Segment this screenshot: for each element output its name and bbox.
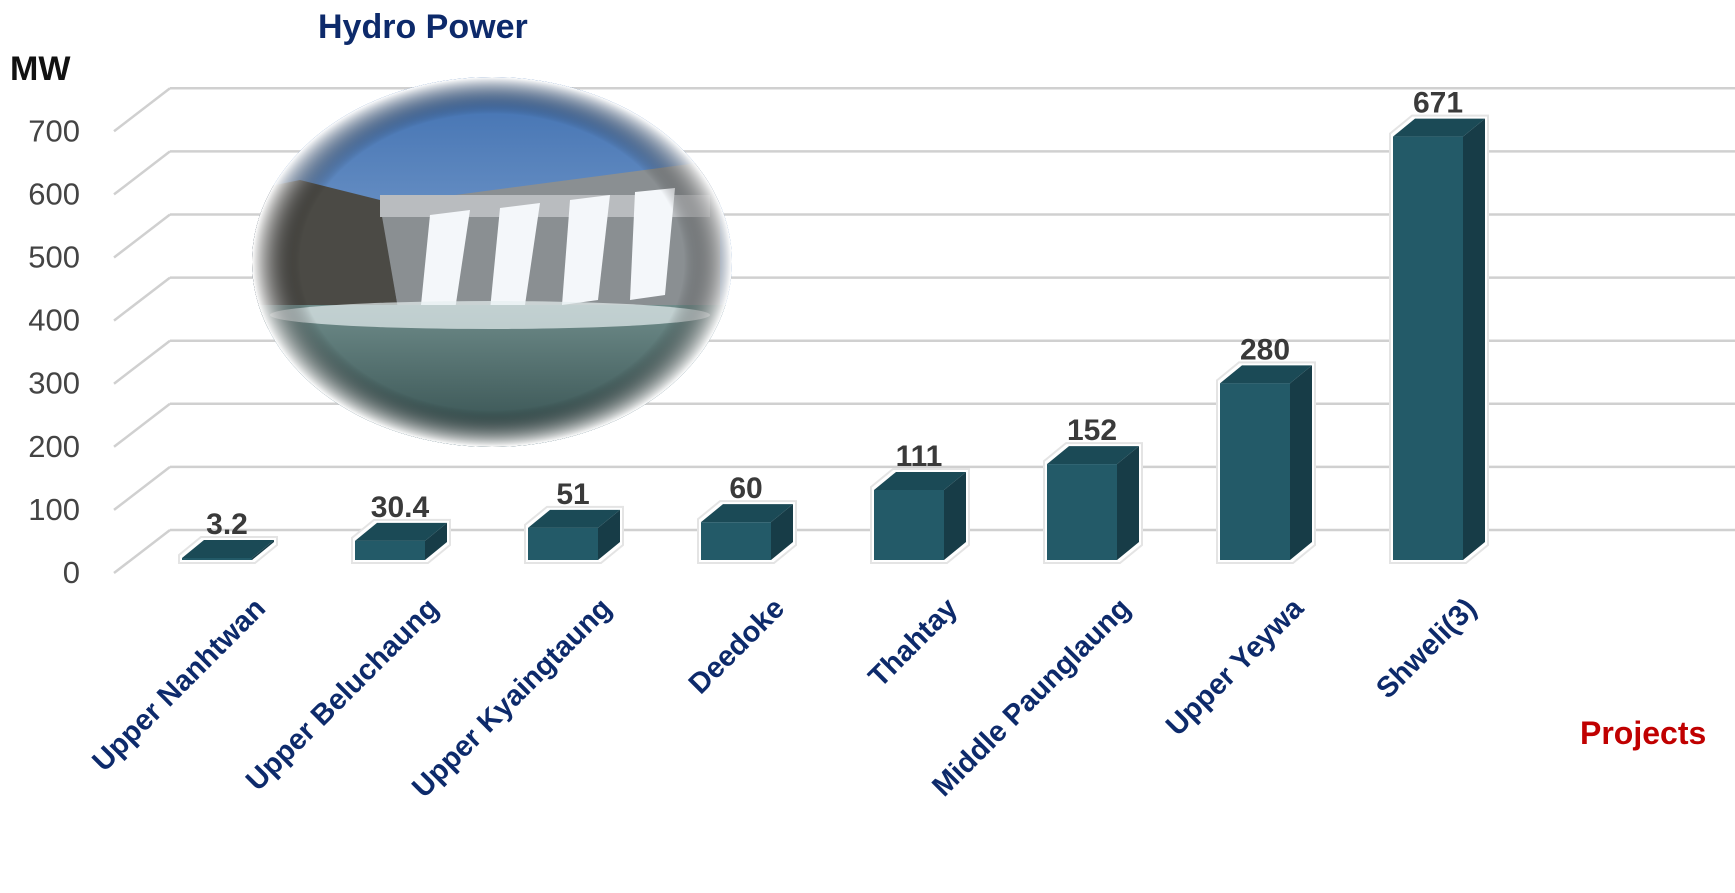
y-tick-label: 100 <box>28 492 80 527</box>
chart-title: Hydro Power <box>318 8 528 46</box>
bar-side <box>425 522 447 560</box>
bar-front <box>701 522 771 560</box>
gridline-depth <box>113 402 171 448</box>
bar-top <box>701 504 793 523</box>
bar: 30.4 <box>351 491 451 564</box>
x-tick-label: Deedoke <box>683 592 791 700</box>
gridline-depth <box>113 150 171 196</box>
y-tick-label: 300 <box>28 366 80 401</box>
x-tick-label: Shweli(3) <box>1370 592 1483 705</box>
bar-top <box>355 522 447 541</box>
data-label: 280 <box>1240 333 1290 366</box>
bar-side <box>252 539 274 560</box>
gridline-depth <box>113 339 171 385</box>
bar-top <box>1393 118 1485 137</box>
x-tick-label: Thahtay <box>863 592 964 693</box>
data-label: 30.4 <box>371 491 430 524</box>
data-label: 51 <box>556 478 589 511</box>
y-tick-label: 500 <box>28 240 80 275</box>
data-label: 60 <box>729 472 762 505</box>
bar-top <box>874 471 966 490</box>
bar-side <box>944 471 966 560</box>
x-tick-label: Middle Paunglaung <box>926 592 1137 803</box>
y-tick-label: 700 <box>28 113 80 148</box>
dam-photo <box>252 77 732 447</box>
bar: 280 <box>1216 333 1316 564</box>
bar-front <box>1393 136 1463 560</box>
bar-top <box>1220 365 1312 384</box>
x-axis-label: Projects <box>1580 715 1706 751</box>
gridline-depth <box>113 465 171 511</box>
bar-side <box>598 509 620 560</box>
x-tick-label: Upper Kyaingtaung <box>406 592 618 804</box>
bar-front <box>874 489 944 560</box>
bar-side <box>1463 118 1485 560</box>
y-tick-label: 0 <box>63 555 80 590</box>
bar-side <box>1117 446 1139 560</box>
gridline-depth <box>113 213 171 259</box>
y-tick-label: 200 <box>28 429 80 464</box>
gridline-depth <box>113 529 171 574</box>
bar-side <box>1290 365 1312 560</box>
x-tick-label: Upper Yeywa <box>1160 592 1311 743</box>
y-axis-label: MW <box>10 50 71 88</box>
data-label: 152 <box>1067 414 1117 447</box>
bar-side <box>771 504 793 560</box>
bar: 51 <box>524 478 624 564</box>
bar-front <box>355 540 425 560</box>
bar-front <box>528 527 598 560</box>
bar: 3.2 <box>178 508 278 564</box>
bar-front <box>1220 383 1290 560</box>
y-tick-label: 600 <box>28 176 80 211</box>
bar: 671 <box>1389 87 1489 564</box>
gridline-depth <box>113 276 171 322</box>
y-tick-label: 400 <box>28 303 80 338</box>
bar-top <box>528 509 620 528</box>
bars: 3.2 30.4 51 60 111 152 280 671 <box>178 87 1489 564</box>
bar-top <box>182 539 274 558</box>
bar-top <box>1047 446 1139 465</box>
data-label: 111 <box>896 440 943 473</box>
x-tick-label: Upper Nanhtwan <box>86 592 272 778</box>
gridline-depth <box>113 87 171 133</box>
bar-front <box>182 557 252 560</box>
y-axis-ticks: 0 100 200 300 400 500 600 700 <box>28 113 80 590</box>
bar-front <box>1047 464 1117 560</box>
data-label: 3.2 <box>206 508 248 541</box>
bar: 60 <box>697 472 797 564</box>
bar: 152 <box>1043 414 1143 564</box>
bar: 111 <box>870 440 970 564</box>
x-tick-label: Upper Beluchaung <box>240 592 445 797</box>
data-label: 671 <box>1413 87 1463 120</box>
